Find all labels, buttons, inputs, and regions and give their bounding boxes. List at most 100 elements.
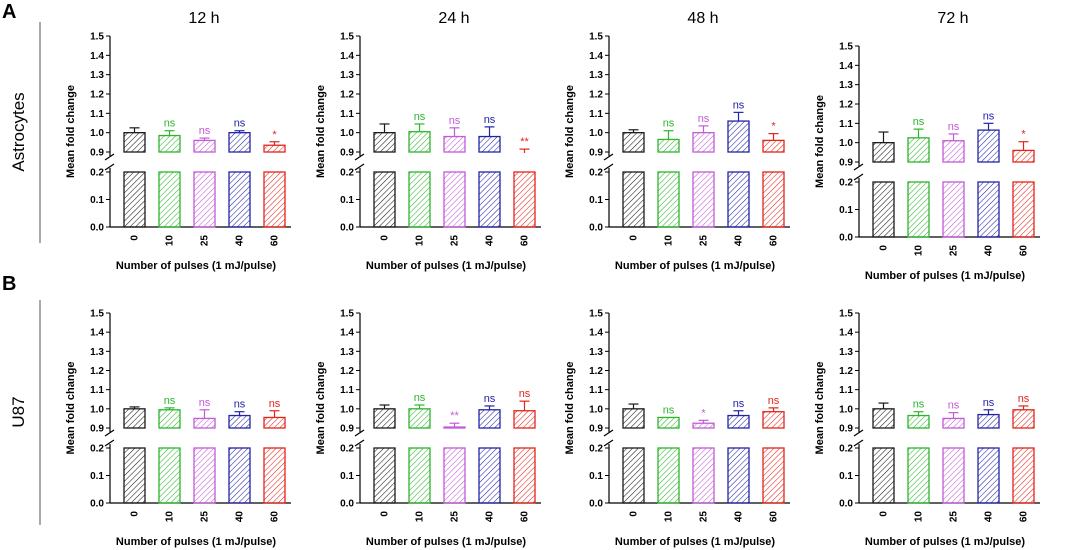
- bar-upper-40: [727, 414, 750, 429]
- y-tick-label: 1.4: [839, 328, 853, 339]
- x-tick-label: 25: [949, 511, 960, 523]
- y-tick-label: 1.0: [589, 404, 603, 415]
- significance-label: ns: [663, 118, 675, 130]
- y-tick-label: 1.0: [589, 128, 603, 139]
- bar-lower-40: [977, 181, 1000, 238]
- x-tick-label: 40: [984, 511, 995, 523]
- axis-break-mark: [104, 163, 115, 171]
- bar-lower-0: [373, 447, 396, 504]
- bar-lower-0: [622, 171, 645, 228]
- x-tick-label: 40: [235, 235, 246, 247]
- y-tick-label: 1.3: [839, 347, 853, 358]
- bar-upper-25: [193, 417, 216, 429]
- significance-label: ns: [449, 115, 461, 127]
- y-tick-label: 0.1: [340, 471, 354, 482]
- x-axis-label: Number of pulses (1 mJ/pulse): [366, 260, 526, 272]
- y-tick-label: 1.5: [90, 309, 104, 320]
- charts-group: 0.0 0.1 0.2 0.9 1.0 1.1 1.2 1.3 1.4 1.5 Mean fold …: [65, 32, 1040, 548]
- chart-panel-4: 0.0 0.1 0.2 0.9 1.0 1.1 1.2 1.3 1.4 1.5 Mean fold …: [65, 309, 291, 548]
- x-tick-label: 10: [415, 235, 426, 247]
- bar-upper-60: [513, 410, 536, 429]
- x-tick-label: 0: [130, 235, 141, 241]
- bar-upper-10: [657, 138, 680, 153]
- bar-upper-40: [228, 132, 251, 153]
- significance-label: *: [701, 407, 706, 419]
- bar-upper-10: [158, 134, 181, 153]
- significance-label: **: [450, 410, 459, 422]
- y-tick-label: 0.0: [839, 499, 853, 510]
- axis-break-mark: [104, 153, 115, 161]
- axis-break-mark: [354, 429, 365, 437]
- x-tick-label: 40: [235, 511, 246, 523]
- x-tick-label: 25: [450, 235, 461, 247]
- x-tick-label: 0: [130, 511, 141, 517]
- bar-lower-10: [158, 447, 181, 504]
- bar-lower-40: [228, 447, 251, 504]
- bar-upper-60: [263, 144, 286, 153]
- y-axis-label: Mean fold change: [564, 362, 576, 455]
- y-tick-label: 1.0: [839, 138, 853, 149]
- y-tick-label: 1.0: [90, 128, 104, 139]
- y-tick-label: 1.1: [589, 109, 603, 120]
- bar-lower-60: [263, 447, 286, 504]
- bar-upper-25: [692, 132, 715, 153]
- significance-label: ns: [164, 395, 176, 407]
- significance-label: ns: [484, 114, 496, 126]
- significance-label: ns: [519, 388, 531, 400]
- bar-lower-0: [872, 181, 895, 238]
- x-tick-label: 60: [520, 235, 531, 247]
- x-tick-label: 10: [664, 235, 675, 247]
- y-tick-label: 1.4: [90, 51, 104, 62]
- y-axis-label: Mean fold change: [315, 362, 327, 455]
- bar-upper-0: [373, 132, 396, 153]
- y-tick-label: 1.3: [589, 70, 603, 81]
- y-axis-label: Mean fold change: [564, 85, 576, 178]
- bar-upper-60: [1012, 149, 1035, 163]
- bar-lower-25: [443, 447, 466, 504]
- y-tick-label: 0.0: [340, 499, 354, 510]
- significance-label: ns: [948, 400, 960, 412]
- axis-break-mark: [603, 429, 614, 437]
- bar-upper-40: [478, 135, 501, 153]
- bar-upper-0: [373, 408, 396, 429]
- bar-upper-10: [408, 131, 431, 153]
- bar-upper-10: [158, 409, 181, 429]
- significance-label: **: [520, 136, 529, 148]
- y-axis-label: Mean fold change: [315, 85, 327, 178]
- bar-upper-25: [193, 139, 216, 153]
- y-tick-label: 0.1: [839, 205, 853, 216]
- bar-lower-10: [657, 447, 680, 504]
- panel-letter-b: B: [2, 273, 16, 295]
- y-tick-label: 1.5: [839, 309, 853, 320]
- bar-lower-0: [123, 171, 146, 228]
- y-tick-label: 0.2: [839, 178, 853, 189]
- y-tick-label: 0.1: [340, 195, 354, 206]
- y-tick-label: 0.9: [839, 158, 853, 169]
- significance-label: ns: [983, 397, 995, 409]
- y-tick-label: 1.4: [340, 51, 354, 62]
- x-tick-label: 10: [914, 511, 925, 523]
- x-tick-label: 10: [914, 245, 925, 257]
- y-tick-label: 1.1: [589, 385, 603, 396]
- y-tick-label: 1.3: [839, 80, 853, 91]
- x-tick-label: 25: [699, 235, 710, 247]
- y-tick-label: 1.4: [589, 51, 603, 62]
- y-tick-label: 1.3: [90, 70, 104, 81]
- significance-label: ns: [733, 398, 745, 410]
- axis-break-mark: [354, 439, 365, 447]
- y-tick-label: 1.3: [340, 347, 354, 358]
- y-tick-label: 0.0: [589, 223, 603, 234]
- y-tick-label: 0.0: [90, 499, 104, 510]
- y-tick-label: 1.4: [839, 61, 853, 72]
- x-tick-label: 0: [380, 511, 391, 517]
- axis-break-mark: [603, 153, 614, 161]
- x-tick-label: 0: [629, 511, 640, 517]
- bar-lower-0: [622, 447, 645, 504]
- bar-upper-25: [692, 422, 715, 429]
- bar-upper-60: [263, 416, 286, 429]
- y-tick-label: 0.0: [839, 233, 853, 244]
- x-tick-label: 40: [734, 511, 745, 523]
- bar-upper-60: [762, 411, 785, 429]
- y-axis-label: Mean fold change: [814, 362, 826, 455]
- axis-break-mark: [853, 173, 864, 181]
